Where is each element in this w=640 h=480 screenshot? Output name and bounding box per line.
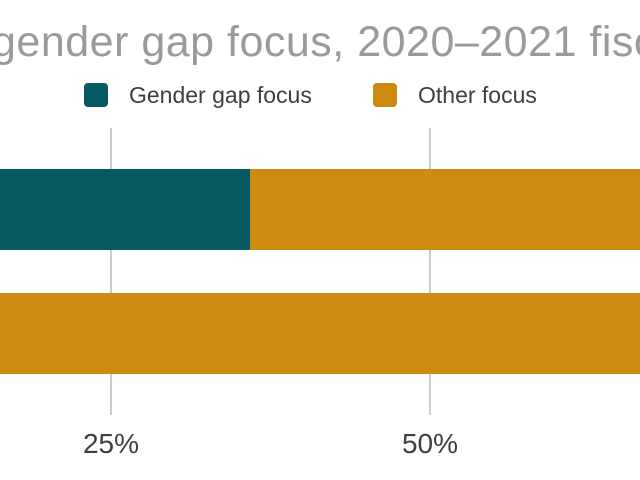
legend-item-gender-gap-focus: Gender gap focus — [84, 83, 312, 107]
gridline-50pct — [429, 128, 431, 415]
legend-swatch-other-focus-icon — [373, 83, 397, 107]
legend-label-gender-gap-focus: Gender gap focus — [129, 82, 312, 108]
x-tick-label-50pct: 50% — [401, 428, 459, 459]
bar-row-2 — [0, 293, 640, 374]
x-tick-label-25pct: 25% — [82, 428, 140, 459]
legend-label-other-focus: Other focus — [418, 82, 537, 108]
gridline-25pct — [110, 128, 112, 415]
bar1-segment-gender-gap-focus — [0, 169, 250, 250]
chart-title: gender gap focus, 2020–2021 fisc — [0, 18, 640, 66]
chart-title-container: gender gap focus, 2020–2021 fisc — [0, 0, 640, 80]
bar-row-1 — [0, 169, 640, 250]
legend-item-other-focus: Other focus — [373, 83, 537, 107]
legend-swatch-gender-gap-icon — [84, 83, 108, 107]
bar1-segment-other-focus — [250, 169, 640, 250]
bar2-segment-other-focus — [0, 293, 640, 374]
